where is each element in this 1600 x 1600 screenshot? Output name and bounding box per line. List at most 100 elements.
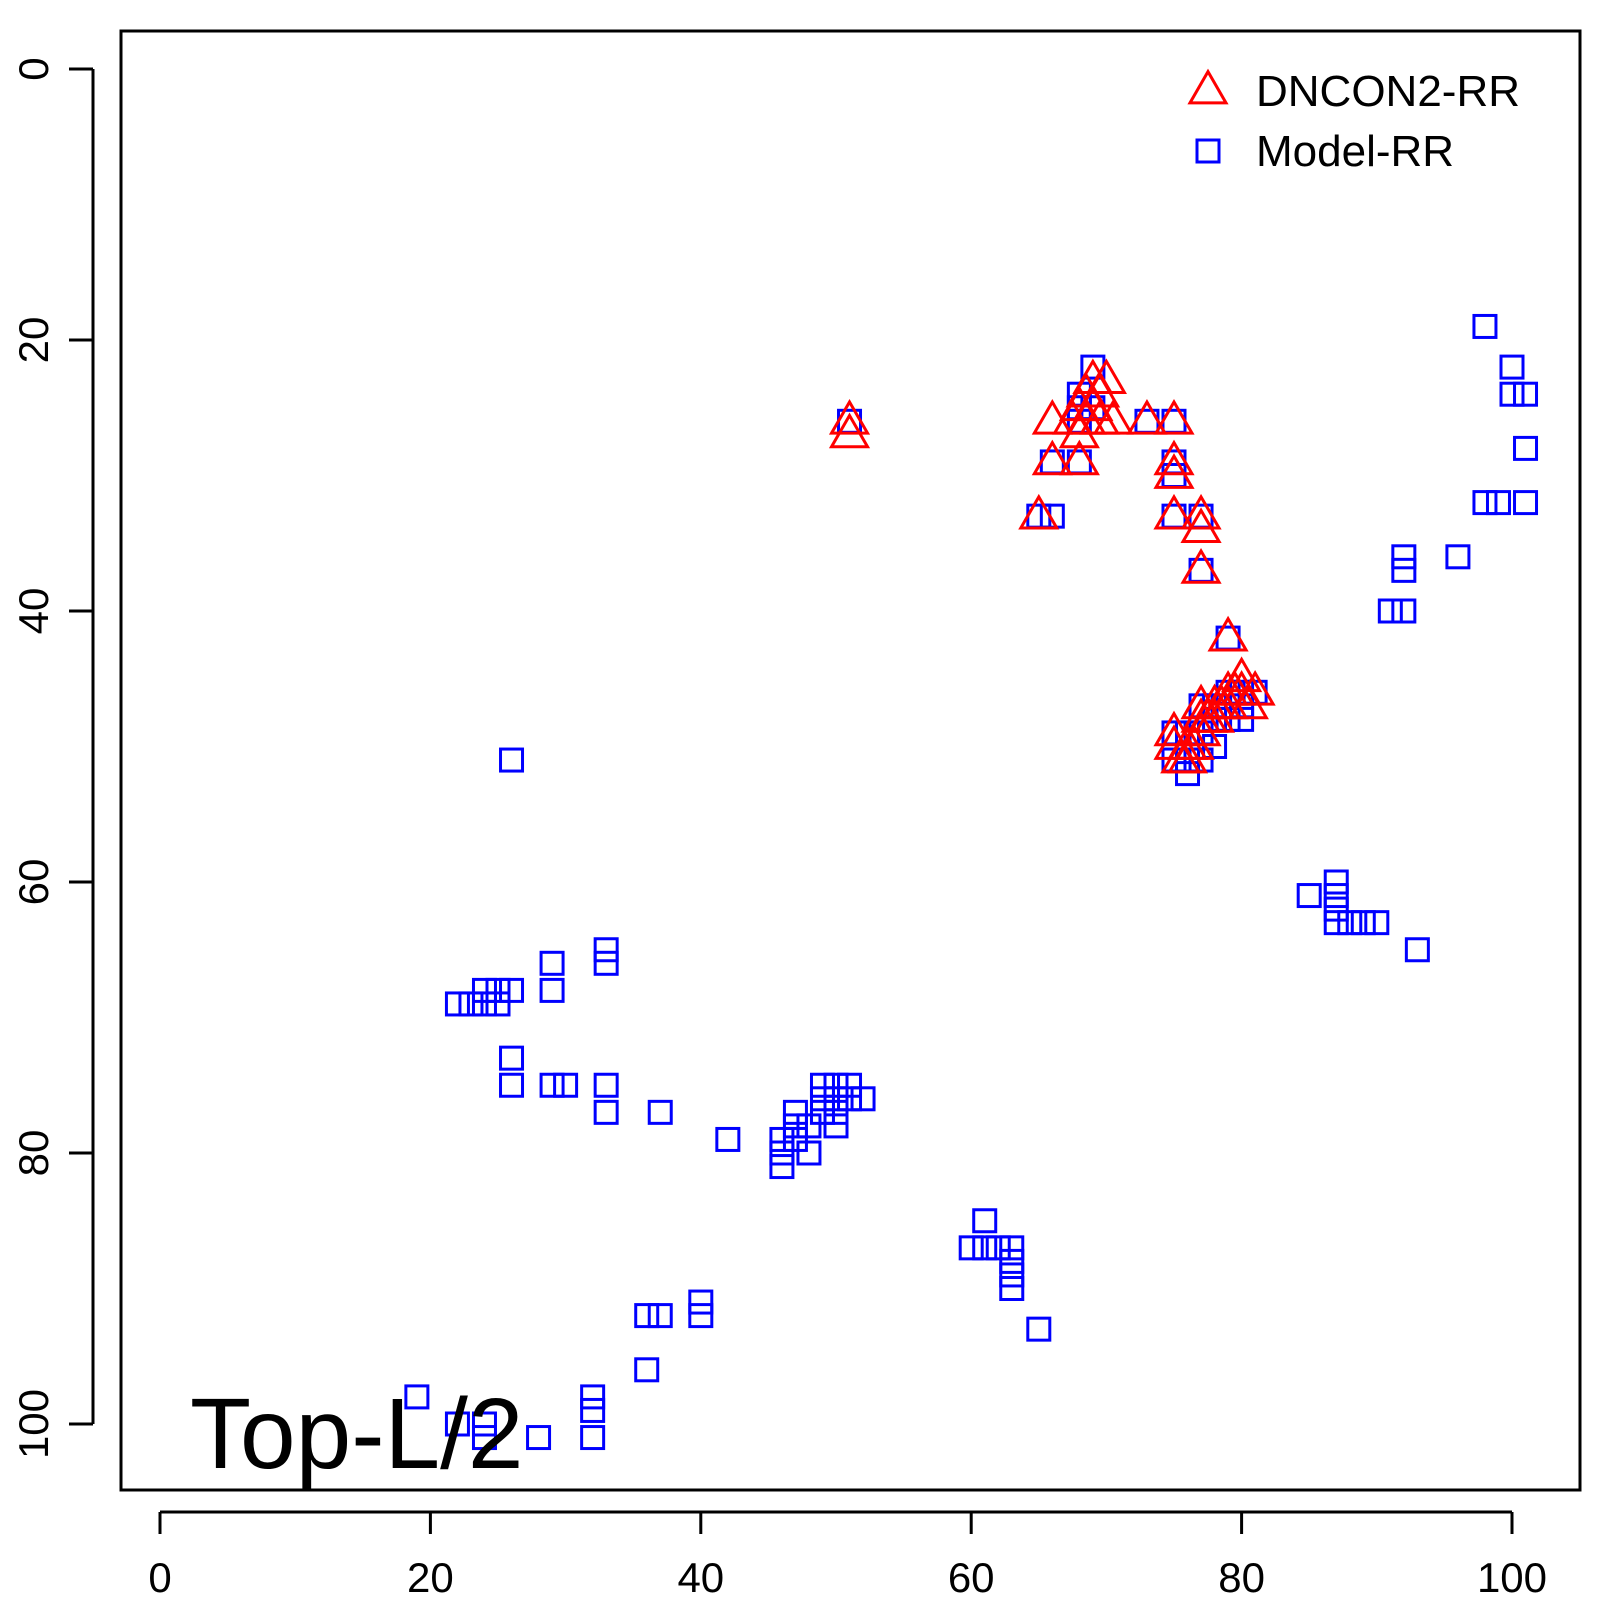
data-point-square [471, 977, 497, 1003]
data-point-square [539, 950, 565, 976]
x-tick-label: 60 [948, 1554, 995, 1600]
data-point-triangle [1207, 615, 1249, 652]
data-point-triangle [1234, 669, 1276, 706]
data-point-square [1513, 435, 1539, 461]
data-point-triangle [1153, 453, 1195, 489]
data-point-square [999, 1276, 1025, 1301]
data-point-square [809, 1086, 835, 1112]
data-point-triangle [1018, 493, 1060, 530]
data-point-square [1513, 490, 1539, 516]
data-point-square [1485, 490, 1511, 516]
data-point-triangle [1153, 398, 1195, 435]
data-point-square [1391, 598, 1417, 624]
data-point-square [444, 1411, 470, 1437]
data-point-triangle [1126, 398, 1168, 435]
data-point-square [958, 1235, 984, 1261]
data-point-triangle [1180, 493, 1222, 530]
data-point-triangle [1058, 439, 1100, 476]
data-point-square [1404, 937, 1430, 963]
data-point-square [499, 1072, 525, 1098]
legend-label: DNCON2-RR [1256, 67, 1520, 116]
y-tick-label: 80 [10, 1130, 57, 1177]
data-point-square [1323, 910, 1349, 936]
x-tick-label: 0 [148, 1554, 171, 1600]
data-point-square [782, 1126, 808, 1152]
data-point-square [796, 1140, 822, 1166]
data-point-triangle [1180, 548, 1222, 584]
data-point-square [850, 1086, 876, 1112]
x-axis: 0 20 40 60 80 100 [148, 1510, 1547, 1600]
data-point-square [1499, 381, 1525, 407]
x-tick-label: 20 [407, 1554, 454, 1600]
data-point-square [593, 937, 619, 963]
legend-item: Model-RR [1195, 127, 1454, 176]
y-tick-label: 40 [10, 588, 57, 635]
data-point-square [809, 1072, 835, 1098]
data-point-triangle [1153, 493, 1195, 530]
x-tick-label: 40 [677, 1554, 724, 1600]
data-point-square [471, 991, 497, 1017]
data-point-square [796, 1113, 822, 1139]
data-point-square [1364, 910, 1390, 936]
data-point-square [972, 1235, 998, 1261]
data-point-square [1323, 896, 1349, 922]
data-point-square [553, 1072, 579, 1098]
data-point-square [688, 1303, 714, 1329]
y-tick-label: 20 [10, 317, 57, 364]
legend-item: DNCON2-RR [1187, 67, 1520, 116]
data-point-square [782, 1113, 808, 1139]
data-point-square [404, 1384, 430, 1410]
data-point-square [444, 991, 470, 1017]
data-point-square [1175, 761, 1201, 787]
data-point-square [809, 1099, 835, 1125]
data-point-square [499, 977, 525, 1003]
data-point-square [526, 1425, 552, 1451]
data-point-square [782, 1099, 808, 1125]
data-point-square [580, 1384, 606, 1410]
data-point-square [769, 1140, 795, 1166]
series-layer [404, 313, 1539, 1451]
data-point-square [1323, 883, 1349, 909]
data-point-square [593, 1099, 619, 1125]
data-point-square [1377, 598, 1403, 624]
data-point-triangle [1180, 507, 1222, 544]
data-point-square [1513, 381, 1539, 407]
data-point-square [999, 1262, 1025, 1288]
plot-frame [119, 29, 1582, 1492]
data-point-square [499, 1045, 525, 1071]
data-point-square [769, 1154, 795, 1180]
data-point-square [1337, 910, 1363, 936]
data-point-square [837, 1086, 863, 1112]
data-point-square [593, 950, 619, 976]
data-point-square [688, 1289, 714, 1315]
x-tick-label: 100 [1477, 1554, 1547, 1600]
data-point-square [593, 1072, 619, 1098]
data-point-triangle [1092, 398, 1134, 435]
data-point-square [471, 1425, 497, 1451]
data-point-square [823, 1099, 849, 1125]
data-point-triangle [1221, 656, 1263, 693]
data-point-square [499, 747, 525, 773]
data-point-triangle [1085, 358, 1127, 394]
data-point-square [823, 1072, 849, 1098]
data-point-square [972, 1208, 998, 1234]
chart-annotation: Top-L/2 [190, 1378, 524, 1490]
series-dncon2-rr [828, 358, 1276, 774]
data-point-square [647, 1099, 673, 1125]
data-point-square [1391, 544, 1417, 570]
data-point-square [580, 1397, 606, 1423]
data-point-square [634, 1303, 660, 1329]
series-model-rr [404, 313, 1539, 1451]
data-point-square [1472, 490, 1498, 516]
data-point-square [485, 991, 511, 1017]
legend-square-icon [1195, 138, 1221, 164]
data-point-square [485, 977, 511, 1003]
data-point-square [471, 1411, 497, 1437]
y-tick-label: 0 [10, 57, 57, 80]
data-point-square [1026, 1316, 1052, 1342]
data-point-square [1323, 869, 1349, 895]
data-point-square [823, 1113, 849, 1139]
data-point-square [1391, 557, 1417, 583]
data-point-square [458, 991, 484, 1017]
data-point-triangle [1031, 439, 1073, 476]
